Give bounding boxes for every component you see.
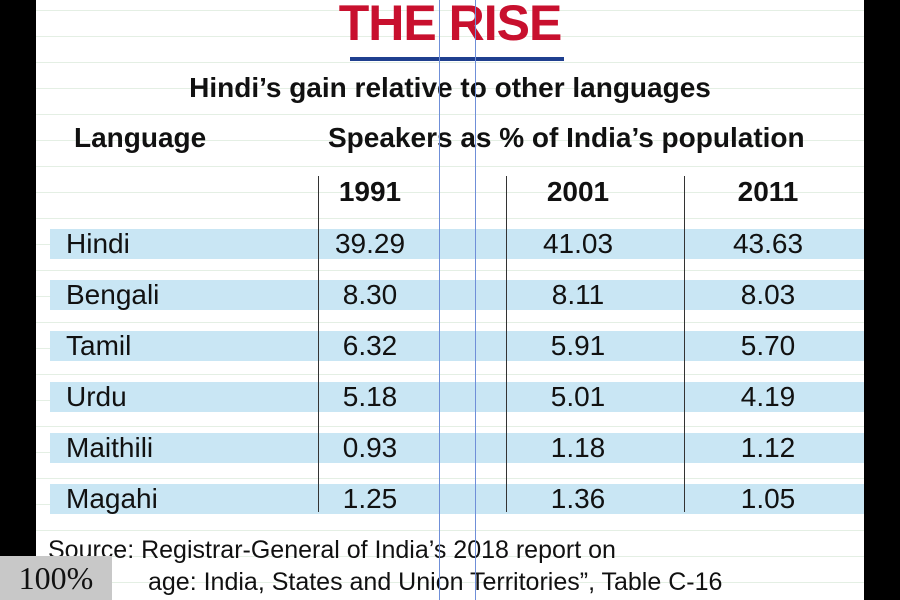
value-cell-1991: 39.29 bbox=[334, 228, 406, 259]
table-row bbox=[50, 433, 864, 463]
year-header-2001: 2001 bbox=[546, 176, 610, 207]
paper-rule bbox=[36, 62, 864, 63]
language-cell: Magahi bbox=[66, 483, 158, 514]
column-separator bbox=[506, 176, 507, 512]
column-separator bbox=[318, 176, 319, 512]
paper-rule bbox=[36, 374, 864, 375]
language-cell: Bengali bbox=[66, 279, 160, 310]
column-separator bbox=[684, 176, 685, 512]
paper-rule bbox=[36, 478, 864, 479]
year-header-2011: 2011 bbox=[737, 176, 799, 207]
paper-rule bbox=[36, 530, 864, 531]
value-cell-1991: 1.25 bbox=[342, 483, 398, 514]
table-row bbox=[50, 331, 864, 361]
source-line-1: Source: Registrar-General of India’s 201… bbox=[48, 536, 616, 564]
table-row bbox=[50, 484, 864, 514]
value-cell-2001: 5.91 bbox=[550, 330, 606, 361]
language-cell: Maithili bbox=[66, 432, 154, 463]
value-cell-1991: 6.32 bbox=[342, 330, 398, 361]
value-cell-2011: 1.12 bbox=[740, 432, 796, 463]
title-underline bbox=[350, 57, 564, 61]
language-cell: Urdu bbox=[66, 381, 127, 412]
paper-rule bbox=[36, 556, 864, 557]
value-cell-2011: 1.05 bbox=[740, 483, 796, 514]
language-column-header: Language bbox=[74, 122, 207, 153]
value-cell-2001: 5.01 bbox=[550, 381, 606, 412]
value-cell-2001: 8.11 bbox=[551, 279, 605, 310]
table-row bbox=[50, 229, 864, 259]
language-cell: Tamil bbox=[66, 330, 132, 361]
paper-rule bbox=[36, 270, 864, 271]
source-note: Source: Registrar-General of India’s 201… bbox=[48, 534, 722, 598]
language-cell: Hindi bbox=[66, 228, 130, 259]
guide-line bbox=[475, 0, 476, 600]
value-cell-1991: 0.93 bbox=[342, 432, 398, 463]
value-cell-2001: 41.03 bbox=[542, 228, 614, 259]
paper-rule bbox=[36, 140, 864, 141]
paper-rule bbox=[36, 582, 864, 583]
paper-rule bbox=[36, 88, 864, 89]
paper-rule bbox=[36, 36, 864, 37]
chart-title: THE RISE bbox=[338, 0, 563, 51]
value-cell-2011: 43.63 bbox=[732, 228, 804, 259]
year-header-1991: 1991 bbox=[338, 176, 402, 207]
value-cell-2011: 4.19 bbox=[740, 381, 796, 412]
paper-rule bbox=[36, 218, 864, 219]
value-cell-2001: 1.36 bbox=[550, 483, 606, 514]
table-row bbox=[50, 382, 864, 412]
value-cell-1991: 8.30 bbox=[342, 279, 398, 310]
paper-rule bbox=[36, 322, 864, 323]
paper-rule bbox=[36, 166, 864, 167]
value-cell-2011: 8.03 bbox=[740, 279, 796, 310]
table-row bbox=[50, 280, 864, 310]
paper-rule bbox=[36, 426, 864, 427]
value-cell-2001: 1.18 bbox=[550, 432, 606, 463]
paper-rule bbox=[36, 114, 864, 115]
value-cell-1991: 5.18 bbox=[342, 381, 398, 412]
guide-line bbox=[439, 0, 440, 600]
paper-rule bbox=[36, 192, 864, 193]
chart-sheet: THE RISE Hindi’s gain relative to other … bbox=[36, 0, 864, 600]
source-line-2: age: India, States and Union Territories… bbox=[148, 568, 723, 596]
chart-subtitle: Hindi’s gain relative to other languages bbox=[189, 72, 711, 103]
value-cell-2011: 5.70 bbox=[740, 330, 796, 361]
speakers-group-header: Speakers as % of India’s population bbox=[328, 122, 805, 153]
paper-rule bbox=[36, 10, 864, 11]
zoom-level-indicator: 100% bbox=[0, 556, 112, 600]
